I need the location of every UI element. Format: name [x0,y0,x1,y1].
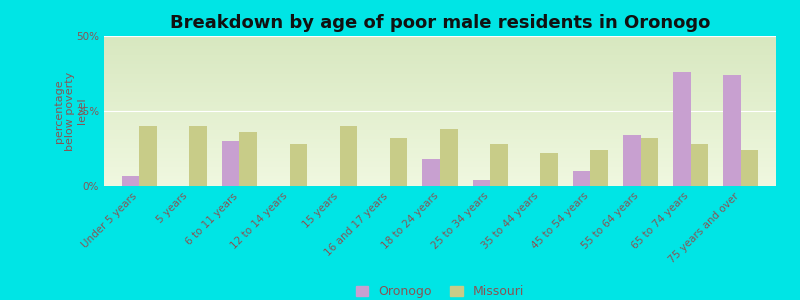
Title: Breakdown by age of poor male residents in Oronogo: Breakdown by age of poor male residents … [170,14,710,32]
Bar [340,126,358,186]
Bar [290,144,307,186]
Bar [239,132,257,186]
Bar [673,72,690,186]
Y-axis label: percentage
below poverty
level: percentage below poverty level [54,71,87,151]
Bar [540,153,558,186]
Bar [139,126,157,186]
Bar [623,135,641,186]
Bar [473,180,490,186]
Bar [440,129,458,186]
Bar [122,176,139,186]
Bar [573,171,590,186]
Bar [741,150,758,186]
Bar [490,144,508,186]
Bar [422,159,440,186]
Bar [641,138,658,186]
Bar [190,126,207,186]
Bar [723,75,741,186]
Legend: Oronogo, Missouri: Oronogo, Missouri [356,285,524,298]
Bar [390,138,407,186]
Bar [222,141,239,186]
Bar [590,150,608,186]
Bar [690,144,708,186]
